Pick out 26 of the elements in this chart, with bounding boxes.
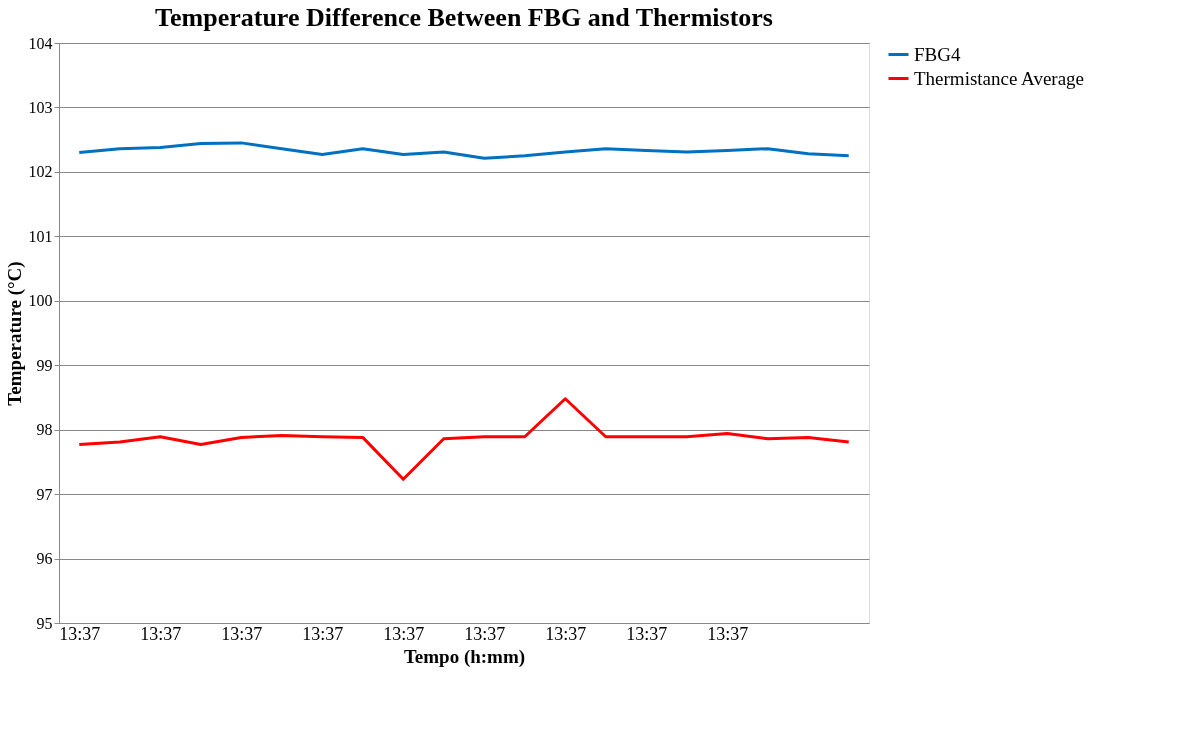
x-tick-label: 13:37 [707,623,749,644]
y-tick-label: 104 [28,34,53,52]
x-tick-label: 13:37 [302,623,344,644]
x-tick-label: 13:37 [221,623,263,644]
x-tick-label: 13:37 [464,623,506,644]
legend-label: FBG4 [914,43,961,65]
y-tick-label: 98 [36,421,53,439]
y-tick-label: 103 [28,98,53,116]
y-tick-label: 100 [28,292,53,310]
y-tick-label: 101 [28,227,53,245]
y-tick-label: 99 [36,356,53,374]
x-tick-label: 13:37 [59,623,101,644]
x-axis-title: Tempo (h:mm) [403,645,526,668]
y-tick-label: 95 [36,614,53,632]
x-tick-label: 13:37 [545,623,587,644]
y-tick-label: 96 [36,550,53,568]
line-series [77,397,851,481]
line-series [77,141,851,160]
x-tick-label: 13:37 [383,623,425,644]
y-tick-label: 97 [36,485,53,503]
chart-title: Temperature Difference Between FBG and Thermistors [155,3,773,32]
x-tick-label: 13:37 [626,623,668,644]
x-tick-label: 13:37 [140,623,182,644]
y-tick-label: 102 [28,163,53,181]
legend-label: Thermistance Average [914,67,1085,89]
y-axis-title: Temperature (°C) [3,261,26,406]
